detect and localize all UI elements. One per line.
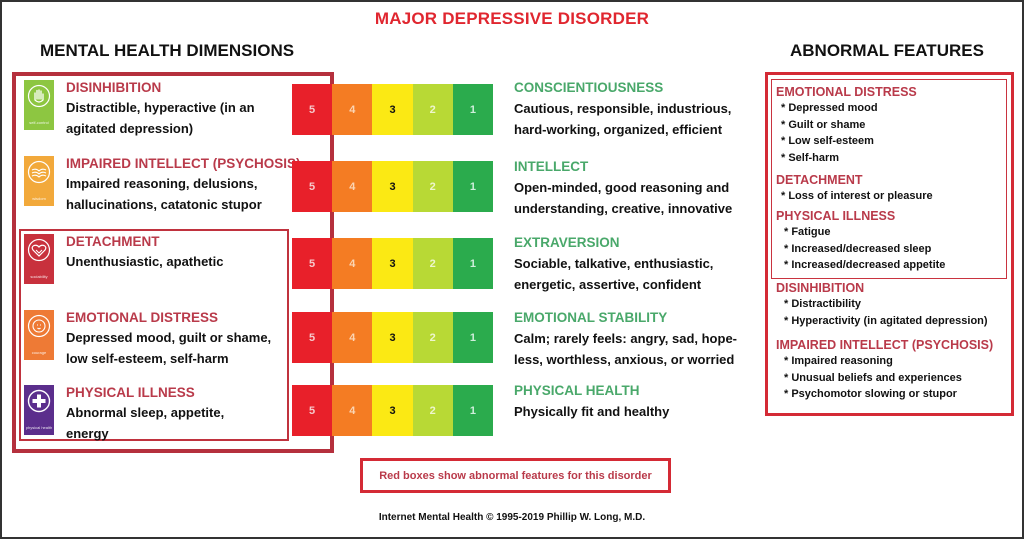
- scale-cell-3: 3: [372, 84, 413, 135]
- scale-cell-4: 4: [332, 84, 373, 135]
- handshake-heart-icon: sociability: [24, 234, 54, 284]
- scale-cell-4: 4: [332, 312, 373, 363]
- feature-group-detachment: DETACHMENT * Loss of interest or pleasur…: [776, 173, 933, 202]
- rating-scale-bar: 5 4 3 2 1: [292, 385, 494, 436]
- positive-dimension-intellect: INTELLECT Open-minded, good reasoning an…: [514, 159, 733, 216]
- legend-text: Red boxes show abnormal features for thi…: [379, 469, 652, 482]
- dimension-negative-name: DETACHMENT: [66, 234, 160, 249]
- scale-cell-1: 1: [452, 312, 494, 363]
- positive-dimension-conscientiousness: CONSCIENTIOUSNESS Cautious, responsible,…: [514, 80, 732, 137]
- rating-scale-bar: 5 4 3 2 1: [292, 161, 494, 212]
- abnormal-dimensions-inner-box: [19, 229, 289, 441]
- dimension-negative-desc: Depressed mood, guilt or shame, low self…: [66, 330, 272, 366]
- scale-cell-5: 5: [292, 84, 333, 135]
- rating-scale-bar: 5 4 3 2 1: [292, 84, 494, 135]
- lion-icon: courage: [24, 310, 54, 360]
- scale-cell-5: 5: [292, 312, 333, 363]
- rating-scale-bar: 5 4 3 2 1: [292, 312, 494, 363]
- scale-cell-2: 2: [412, 161, 453, 212]
- mental-health-dimensions-heading: MENTAL HEALTH DIMENSIONS: [40, 41, 295, 60]
- feature-group-emotional-distress: EMOTIONAL DISTRESS * Depressed mood * Gu…: [776, 85, 917, 164]
- scale-cell-4: 4: [332, 238, 373, 289]
- page-title: MAJOR DEPRESSIVE DISORDER: [374, 9, 650, 28]
- scale-cell-4: 4: [332, 385, 373, 436]
- scale-cell-5: 5: [292, 161, 333, 212]
- scale-cell-3: 3: [372, 385, 413, 436]
- scale-cell-1: 1: [452, 238, 494, 289]
- dimension-negative-name: IMPAIRED INTELLECT (PSYCHOSIS): [66, 156, 301, 171]
- dimension-negative-desc: Abnormal sleep, appetite, energy: [66, 405, 225, 441]
- dimension-negative-name: PHYSICAL ILLNESS: [66, 385, 195, 400]
- medical-cross-icon: physical health: [24, 385, 54, 435]
- scale-cell-3: 3: [372, 312, 413, 363]
- scale-cell-2: 2: [412, 385, 453, 436]
- scale-cell-4: 4: [332, 161, 373, 212]
- abnormal-features-heading: ABNORMAL FEATURES: [790, 41, 984, 60]
- dimension-negative-desc: Distractible, hyperactive (in an agitate…: [66, 100, 255, 136]
- scale-cell-3: 3: [372, 161, 413, 212]
- dimension-negative-name: DISINHIBITION: [66, 80, 162, 95]
- legend-box: Red boxes show abnormal features for thi…: [360, 458, 671, 493]
- scale-cell-1: 1: [452, 84, 494, 135]
- hand-icon: self-control: [24, 80, 54, 130]
- scale-cell-2: 2: [412, 84, 453, 135]
- positive-dimension-emotional-stability: EMOTIONAL STABILITY Calm; rarely feels: …: [514, 310, 737, 367]
- scale-cell-5: 5: [292, 238, 333, 289]
- scale-cell-3: 3: [372, 238, 413, 289]
- dimension-negative-desc: Unenthusiastic, apathetic: [66, 254, 224, 269]
- positive-dimension-extraversion: EXTRAVERSION Sociable, talkative, enthus…: [514, 235, 714, 292]
- feature-group-disinhibition: DISINHIBITION * Distractibility * Hypera…: [776, 281, 988, 327]
- book-icon: wisdom: [24, 156, 54, 206]
- abnormal-features-inner-box: [771, 79, 1007, 279]
- feature-group-impaired-intellect: IMPAIRED INTELLECT (PSYCHOSIS) * Impaire…: [776, 338, 994, 400]
- feature-group-physical-illness: PHYSICAL ILLNESS * Fatigue * Increased/d…: [776, 209, 946, 271]
- scale-cell-5: 5: [292, 385, 333, 436]
- scale-cell-1: 1: [452, 385, 494, 436]
- dimension-negative-desc: Impaired reasoning, delusions, hallucina…: [66, 176, 262, 212]
- scale-cell-2: 2: [412, 312, 453, 363]
- copyright-footer: Internet Mental Health © 1995-2019 Phill…: [378, 512, 646, 523]
- scale-cell-2: 2: [412, 238, 453, 289]
- rating-scale-bar: 5 4 3 2 1: [292, 238, 494, 289]
- abnormal-features-box: [765, 72, 1014, 416]
- dimension-negative-name: EMOTIONAL DISTRESS: [66, 310, 219, 325]
- scale-cell-1: 1: [452, 161, 494, 212]
- positive-dimension-physical-health: PHYSICAL HEALTH Physically fit and healt…: [514, 383, 670, 419]
